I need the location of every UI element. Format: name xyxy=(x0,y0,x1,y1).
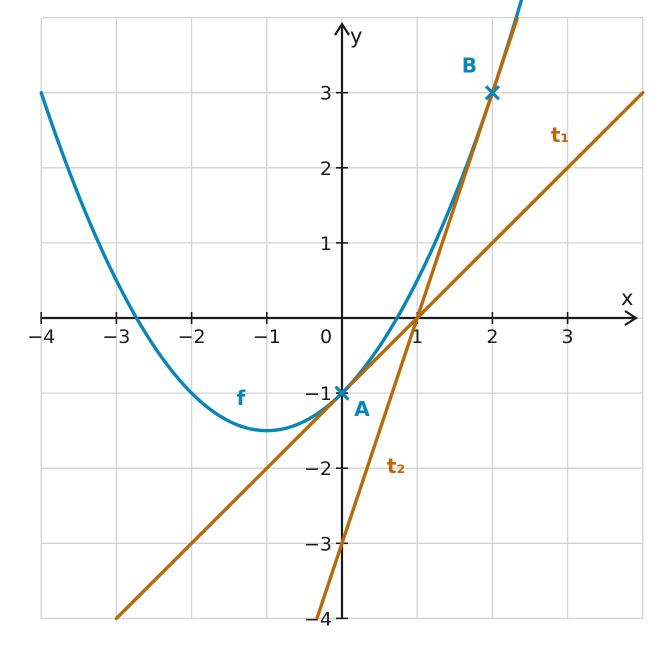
curve-t1 xyxy=(114,91,645,621)
x-tick-label: −3 xyxy=(102,326,130,348)
curve-t2 xyxy=(315,16,519,620)
y-tick-label: −2 xyxy=(304,458,332,480)
curve-labels: f t₁ t₂ xyxy=(237,123,570,478)
curve-label-f: f xyxy=(237,386,246,410)
y-tick-label: −4 xyxy=(304,608,332,630)
x-tick-label: 3 xyxy=(562,326,574,348)
y-tick-label: −1 xyxy=(304,383,332,405)
x-axis-arrow-icon xyxy=(624,310,639,326)
point-A: A xyxy=(334,385,370,421)
points: AB xyxy=(334,54,501,421)
origin-label: 0 xyxy=(320,326,332,348)
point-label-A: A xyxy=(354,397,370,421)
x-tick-label: −4 xyxy=(27,326,55,348)
x-tick-label: −2 xyxy=(178,326,206,348)
curve-f xyxy=(39,0,524,433)
y-tick-label: −3 xyxy=(304,533,332,555)
curve-label-t1: t₁ xyxy=(551,123,569,147)
x-tick-label: −1 xyxy=(253,326,281,348)
y-axis-arrow-icon xyxy=(334,21,350,36)
point-marker-A xyxy=(334,385,350,401)
y-axis-label: y xyxy=(350,24,362,48)
point-marker-B xyxy=(484,85,501,101)
x-axis-label: x xyxy=(621,286,633,310)
point-label-B: B xyxy=(462,54,477,78)
curves xyxy=(39,0,645,621)
axes: x y 0 xyxy=(42,21,639,619)
y-tick-label: 3 xyxy=(320,83,332,105)
curve-label-t2: t₂ xyxy=(387,454,405,478)
point-B: B xyxy=(462,54,501,101)
y-tick-label: 2 xyxy=(320,158,332,180)
y-tick-label: 1 xyxy=(320,233,332,255)
x-tick-label: 2 xyxy=(486,326,498,348)
